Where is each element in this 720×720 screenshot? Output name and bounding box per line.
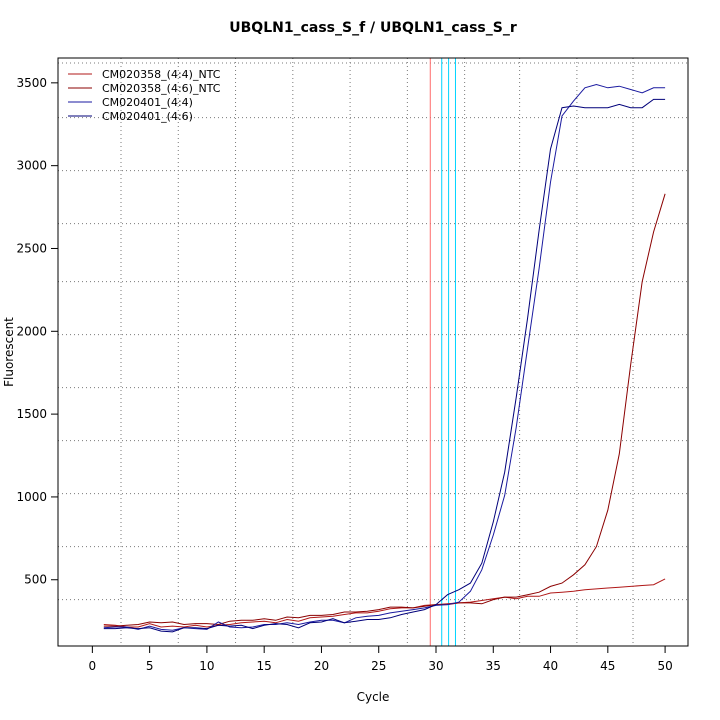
chart-title: UBQLN1_cass_S_f / UBQLN1_cass_S_r xyxy=(229,20,517,36)
y-tick-label: 500 xyxy=(24,573,47,587)
x-tick-label: 20 xyxy=(314,659,329,673)
series-line xyxy=(104,194,665,626)
x-tick-label: 35 xyxy=(486,659,501,673)
x-axis-label: Cycle xyxy=(357,690,390,704)
x-tick-label: 15 xyxy=(257,659,272,673)
threshold-lines xyxy=(430,58,455,646)
series-line xyxy=(104,579,665,627)
y-tick-label: 2500 xyxy=(16,241,47,255)
x-tick-label: 10 xyxy=(199,659,214,673)
y-axis-label: Fluorescent xyxy=(2,317,16,387)
y-axis: 500 1000 1500 2000 2500 3000 3500 xyxy=(16,76,58,587)
x-axis: 0 5 10 15 20 25 30 35 40 45 50 xyxy=(89,646,673,673)
x-tick-label: 45 xyxy=(600,659,615,673)
y-tick-label: 3500 xyxy=(16,76,47,90)
legend-label: CM020358_(4:6)_NTC xyxy=(102,82,221,95)
grid-lines xyxy=(58,58,688,646)
x-tick-label: 0 xyxy=(89,659,97,673)
y-tick-label: 1500 xyxy=(16,407,47,421)
legend-label: CM020358_(4:4)_NTC xyxy=(102,68,221,81)
legend-label: CM020401_(4:6) xyxy=(102,110,193,123)
y-tick-label: 1000 xyxy=(16,490,47,504)
series-line xyxy=(104,85,665,631)
x-tick-label: 40 xyxy=(543,659,558,673)
legend: CM020358_(4:4)_NTCCM020358_(4:6)_NTCCM02… xyxy=(68,68,221,123)
x-tick-label: 5 xyxy=(146,659,154,673)
series-lines xyxy=(104,85,665,632)
x-tick-label: 50 xyxy=(657,659,672,673)
y-tick-label: 3000 xyxy=(16,159,47,173)
legend-label: CM020401_(4:4) xyxy=(102,96,193,109)
x-tick-label: 30 xyxy=(428,659,443,673)
y-tick-label: 2000 xyxy=(16,324,47,338)
plot-frame xyxy=(58,58,688,646)
series-line xyxy=(104,99,665,632)
x-tick-label: 25 xyxy=(371,659,386,673)
